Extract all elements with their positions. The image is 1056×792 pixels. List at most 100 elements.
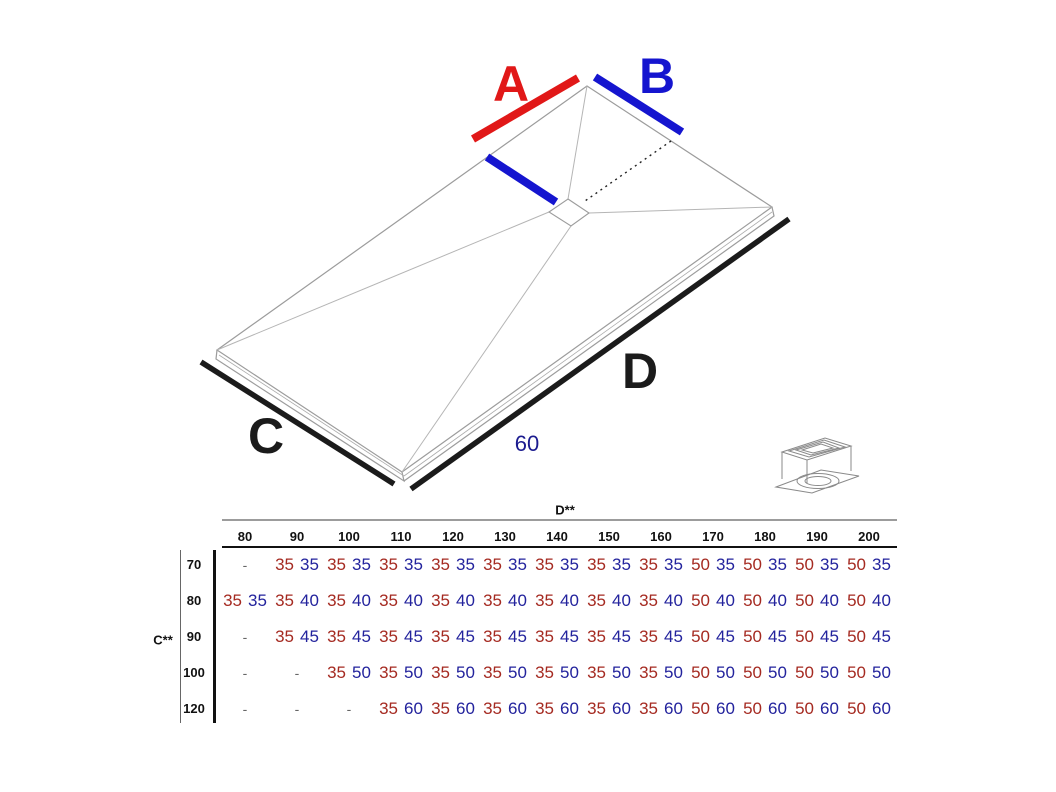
label-c: C bbox=[247, 408, 285, 464]
size-cell-80-80: 35 35 bbox=[223, 591, 267, 610]
size-cell-100-90: - bbox=[294, 665, 300, 681]
size-cell-90-90: 35 45 bbox=[275, 627, 319, 646]
drain-icon bbox=[774, 437, 860, 494]
size-cell-80-190: 50 40 bbox=[795, 591, 839, 610]
size-cell-70-160: 35 35 bbox=[639, 555, 683, 574]
col-header-150: 150 bbox=[598, 529, 620, 544]
size-cell-70-120: 35 35 bbox=[431, 555, 475, 574]
size-cell-100-150: 35 50 bbox=[587, 663, 631, 682]
size-cell-70-130: 35 35 bbox=[483, 555, 527, 574]
size-cell-70-90: 35 35 bbox=[275, 555, 319, 574]
measure-bar-a bbox=[470, 74, 581, 143]
size-cell-100-160: 35 50 bbox=[639, 663, 683, 682]
size-cell-100-110: 35 50 bbox=[379, 663, 423, 682]
col-header-200: 200 bbox=[858, 529, 880, 544]
label-d: D bbox=[621, 343, 659, 399]
size-cell-100-140: 35 50 bbox=[535, 663, 579, 682]
size-cell-120-180: 50 60 bbox=[743, 699, 787, 718]
row-header-70: 70 bbox=[186, 557, 202, 572]
size-cell-70-140: 35 35 bbox=[535, 555, 579, 574]
col-header-120: 120 bbox=[442, 529, 464, 544]
size-cell-80-160: 35 40 bbox=[639, 591, 683, 610]
size-cell-80-100: 35 40 bbox=[327, 591, 371, 610]
size-cell-100-80: - bbox=[242, 665, 248, 681]
size-cell-90-110: 35 45 bbox=[379, 627, 423, 646]
size-cell-90-160: 35 45 bbox=[639, 627, 683, 646]
size-cell-70-150: 35 35 bbox=[587, 555, 631, 574]
size-cell-90-150: 35 45 bbox=[587, 627, 631, 646]
drain-offset-value: 60 bbox=[514, 431, 540, 456]
size-cell-70-180: 50 35 bbox=[743, 555, 787, 574]
size-cell-120-120: 35 60 bbox=[431, 699, 475, 718]
size-cell-120-130: 35 60 bbox=[483, 699, 527, 718]
size-cell-80-110: 35 40 bbox=[379, 591, 423, 610]
size-cell-70-100: 35 35 bbox=[327, 555, 371, 574]
col-header-190: 190 bbox=[806, 529, 828, 544]
measure-bar-drain-offset bbox=[484, 153, 559, 206]
size-cell-90-180: 50 45 bbox=[743, 627, 787, 646]
size-cell-100-180: 50 50 bbox=[743, 663, 787, 682]
size-cell-90-190: 50 45 bbox=[795, 627, 839, 646]
size-cell-120-190: 50 60 bbox=[795, 699, 839, 718]
col-header-160: 160 bbox=[650, 529, 672, 544]
size-cell-100-190: 50 50 bbox=[795, 663, 839, 682]
size-cell-90-200: 50 45 bbox=[847, 627, 891, 646]
size-cell-80-200: 50 40 bbox=[847, 591, 891, 610]
size-cell-90-80: - bbox=[242, 629, 248, 645]
drain-square bbox=[548, 198, 590, 227]
size-cell-100-100: 35 50 bbox=[327, 663, 371, 682]
tray-fold-lines bbox=[216, 85, 773, 473]
measure-bar-b bbox=[592, 73, 685, 136]
size-cell-120-110: 35 60 bbox=[379, 699, 423, 718]
size-cell-120-160: 35 60 bbox=[639, 699, 683, 718]
drain-projection-dashed-line bbox=[584, 140, 672, 202]
size-cell-70-110: 35 35 bbox=[379, 555, 423, 574]
size-cell-90-170: 50 45 bbox=[691, 627, 735, 646]
size-cell-70-190: 50 35 bbox=[795, 555, 839, 574]
tray-rim-lines bbox=[218, 211, 773, 477]
size-cell-80-170: 50 40 bbox=[691, 591, 735, 610]
size-cell-70-200: 50 35 bbox=[847, 555, 891, 574]
col-header-80: 80 bbox=[237, 529, 253, 544]
col-header-170: 170 bbox=[702, 529, 724, 544]
table-column-axis-label: D** bbox=[555, 502, 575, 518]
size-cell-70-80: - bbox=[242, 557, 248, 573]
size-cell-120-140: 35 60 bbox=[535, 699, 579, 718]
measure-bar-d bbox=[409, 216, 791, 492]
table-left-thin-rule bbox=[180, 550, 181, 723]
measure-bar-c bbox=[199, 359, 396, 487]
size-cell-120-200: 50 60 bbox=[847, 699, 891, 718]
col-header-110: 110 bbox=[390, 529, 412, 544]
table-top-rule bbox=[222, 519, 897, 521]
size-cell-90-140: 35 45 bbox=[535, 627, 579, 646]
size-cell-80-90: 35 40 bbox=[275, 591, 319, 610]
size-cell-70-170: 50 35 bbox=[691, 555, 735, 574]
label-b: B bbox=[638, 48, 676, 104]
size-cell-80-150: 35 40 bbox=[587, 591, 631, 610]
table-row-axis-label: C** bbox=[153, 632, 173, 648]
size-cell-80-180: 50 40 bbox=[743, 591, 787, 610]
size-cell-120-100: - bbox=[346, 701, 352, 717]
col-header-130: 130 bbox=[494, 529, 516, 544]
label-a: A bbox=[492, 56, 530, 112]
row-header-120: 120 bbox=[183, 701, 205, 716]
size-cell-100-130: 35 50 bbox=[483, 663, 527, 682]
table-left-thick-rule bbox=[213, 550, 216, 723]
row-header-100: 100 bbox=[183, 665, 205, 680]
size-cell-90-120: 35 45 bbox=[431, 627, 475, 646]
row-header-80: 80 bbox=[186, 593, 202, 608]
col-header-180: 180 bbox=[754, 529, 776, 544]
size-cell-100-170: 50 50 bbox=[691, 663, 735, 682]
row-header-90: 90 bbox=[186, 629, 202, 644]
size-cell-120-150: 35 60 bbox=[587, 699, 631, 718]
size-cell-120-170: 50 60 bbox=[691, 699, 735, 718]
table-header-rule bbox=[222, 546, 897, 548]
col-header-90: 90 bbox=[289, 529, 305, 544]
size-cell-100-200: 50 50 bbox=[847, 663, 891, 682]
size-cell-120-80: - bbox=[242, 701, 248, 717]
size-cell-90-130: 35 45 bbox=[483, 627, 527, 646]
col-header-140: 140 bbox=[546, 529, 568, 544]
size-cell-80-130: 35 40 bbox=[483, 591, 527, 610]
